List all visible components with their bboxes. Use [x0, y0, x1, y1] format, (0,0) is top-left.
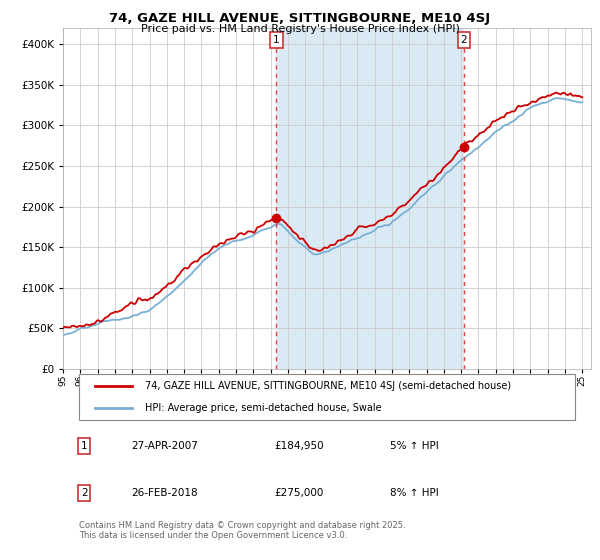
Text: 27-APR-2007: 27-APR-2007: [131, 441, 199, 451]
Text: 1: 1: [273, 35, 280, 45]
Text: 26-FEB-2018: 26-FEB-2018: [131, 488, 198, 498]
Text: Contains HM Land Registry data © Crown copyright and database right 2025.
This d: Contains HM Land Registry data © Crown c…: [79, 521, 406, 540]
Text: 8% ↑ HPI: 8% ↑ HPI: [391, 488, 439, 498]
Text: HPI: Average price, semi-detached house, Swale: HPI: Average price, semi-detached house,…: [145, 403, 382, 413]
Text: 5% ↑ HPI: 5% ↑ HPI: [391, 441, 439, 451]
Text: 74, GAZE HILL AVENUE, SITTINGBOURNE, ME10 4SJ (semi-detached house): 74, GAZE HILL AVENUE, SITTINGBOURNE, ME1…: [145, 381, 511, 391]
Text: 2: 2: [81, 488, 88, 498]
Bar: [277, 28, 464, 369]
FancyBboxPatch shape: [79, 374, 575, 421]
Text: 74, GAZE HILL AVENUE, SITTINGBOURNE, ME10 4SJ: 74, GAZE HILL AVENUE, SITTINGBOURNE, ME1…: [109, 12, 491, 25]
Text: 2: 2: [460, 35, 467, 45]
Text: £275,000: £275,000: [274, 488, 323, 498]
Text: £184,950: £184,950: [274, 441, 324, 451]
Text: Price paid vs. HM Land Registry's House Price Index (HPI): Price paid vs. HM Land Registry's House …: [140, 24, 460, 34]
Text: 1: 1: [81, 441, 88, 451]
